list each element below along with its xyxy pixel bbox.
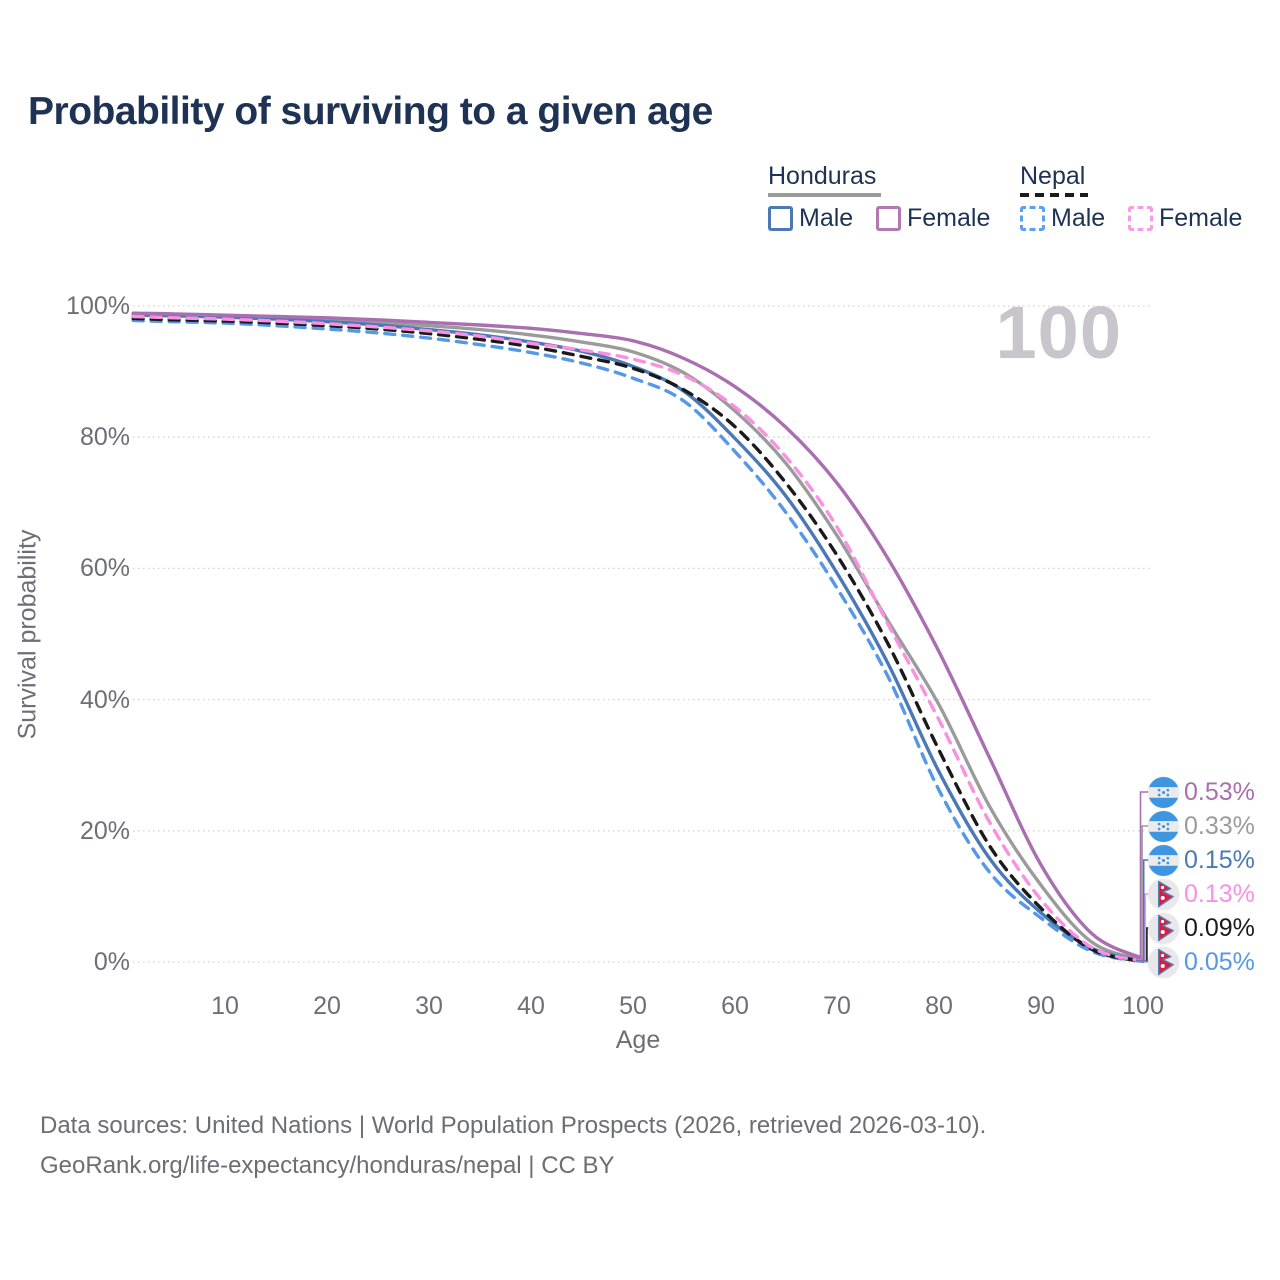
end-label-honduras-male[interactable]: 0.15% — [1148, 843, 1255, 877]
series-line-honduras-male[interactable] — [131, 313, 1145, 963]
end-value: 0.05% — [1184, 947, 1255, 976]
end-value: 0.13% — [1184, 879, 1255, 908]
series-line-nepal-both[interactable] — [131, 316, 1145, 964]
x-tick-label: 40 — [517, 992, 545, 1020]
y-tick-label: 20% — [79, 816, 130, 845]
legend-item-honduras-male[interactable]: Male — [768, 204, 853, 233]
x-tick-label: 50 — [619, 992, 647, 1020]
honduras-flag-icon — [1148, 844, 1179, 876]
legend-label: Male — [1051, 204, 1106, 232]
end-value: 0.53% — [1184, 777, 1255, 806]
source-footer: Data sources: United Nations | World Pop… — [40, 1106, 986, 1186]
legend-label: Male — [799, 204, 854, 232]
x-axis-title: Age — [615, 1026, 661, 1054]
x-tick-label: 10 — [211, 992, 239, 1020]
x-tick-label: 90 — [1027, 992, 1055, 1020]
legend-swatch-nepal-female-icon — [1128, 206, 1153, 231]
legend-item-honduras-female[interactable]: Female — [876, 204, 990, 233]
watermark-age-100: 100 — [995, 291, 1122, 374]
y-tick-label: 60% — [79, 554, 130, 583]
x-tick-label: 30 — [415, 992, 443, 1020]
legend-underline-honduras — [768, 193, 881, 197]
legend-item-nepal-male[interactable]: Male — [1020, 204, 1105, 233]
legend: Honduras Male Female Nepal Male Female — [0, 160, 1280, 240]
series-line-nepal-female[interactable] — [131, 314, 1145, 963]
end-label-honduras-female[interactable]: 0.53% — [1148, 775, 1255, 809]
end-label-nepal-female[interactable]: 0.13% — [1148, 877, 1255, 911]
end-label-connector — [1136, 791, 1150, 960]
page-title: Probability of surviving to a given age — [28, 90, 713, 133]
y-tick-label: 100% — [66, 292, 130, 320]
nepal-flag-icon — [1148, 946, 1179, 978]
x-tick-label: 20 — [313, 992, 341, 1020]
series-line-nepal-male[interactable] — [131, 318, 1145, 964]
end-value: 0.33% — [1184, 811, 1255, 840]
end-label-nepal-male[interactable]: 0.05% — [1148, 945, 1255, 979]
end-label-connector — [1136, 825, 1150, 961]
nepal-flag-icon — [1148, 912, 1179, 944]
nepal-flag-icon — [1148, 878, 1179, 910]
series-line-honduras-female[interactable] — [131, 311, 1145, 961]
legend-underline-nepal — [1020, 193, 1088, 197]
legend-swatch-nepal-male-icon — [1020, 206, 1045, 231]
legend-swatch-honduras-female-icon — [876, 206, 901, 231]
x-tick-label: 80 — [925, 992, 953, 1020]
legend-group-honduras: Honduras — [768, 162, 877, 190]
legend-label: Female — [1159, 204, 1243, 232]
end-label-honduras-both[interactable]: 0.33% — [1148, 809, 1255, 843]
source-url: GeoRank.org/life-expectancy/honduras/nep… — [40, 1152, 615, 1179]
honduras-flag-icon — [1148, 810, 1179, 842]
x-tick-label: 60 — [721, 992, 749, 1020]
legend-swatch-honduras-male-icon — [768, 206, 793, 231]
x-tick-label: 70 — [823, 992, 851, 1020]
honduras-flag-icon — [1148, 776, 1179, 808]
x-tick-label: 100 — [1122, 992, 1164, 1020]
legend-group-nepal: Nepal — [1020, 162, 1086, 190]
y-tick-label: 40% — [79, 685, 130, 714]
y-axis-title: Survival probability — [13, 529, 42, 740]
end-value: 0.15% — [1184, 845, 1255, 874]
end-label-column: 0.53% 0.33% — [1148, 775, 1255, 979]
y-tick-label: 80% — [79, 423, 130, 452]
source-line: Data sources: United Nations | World Pop… — [40, 1112, 987, 1139]
end-label-nepal-both[interactable]: 0.09% — [1148, 911, 1255, 945]
y-tick-label: 0% — [93, 948, 130, 976]
legend-label: Female — [907, 204, 991, 232]
end-value: 0.09% — [1184, 913, 1255, 942]
legend-item-nepal-female[interactable]: Female — [1128, 204, 1242, 233]
